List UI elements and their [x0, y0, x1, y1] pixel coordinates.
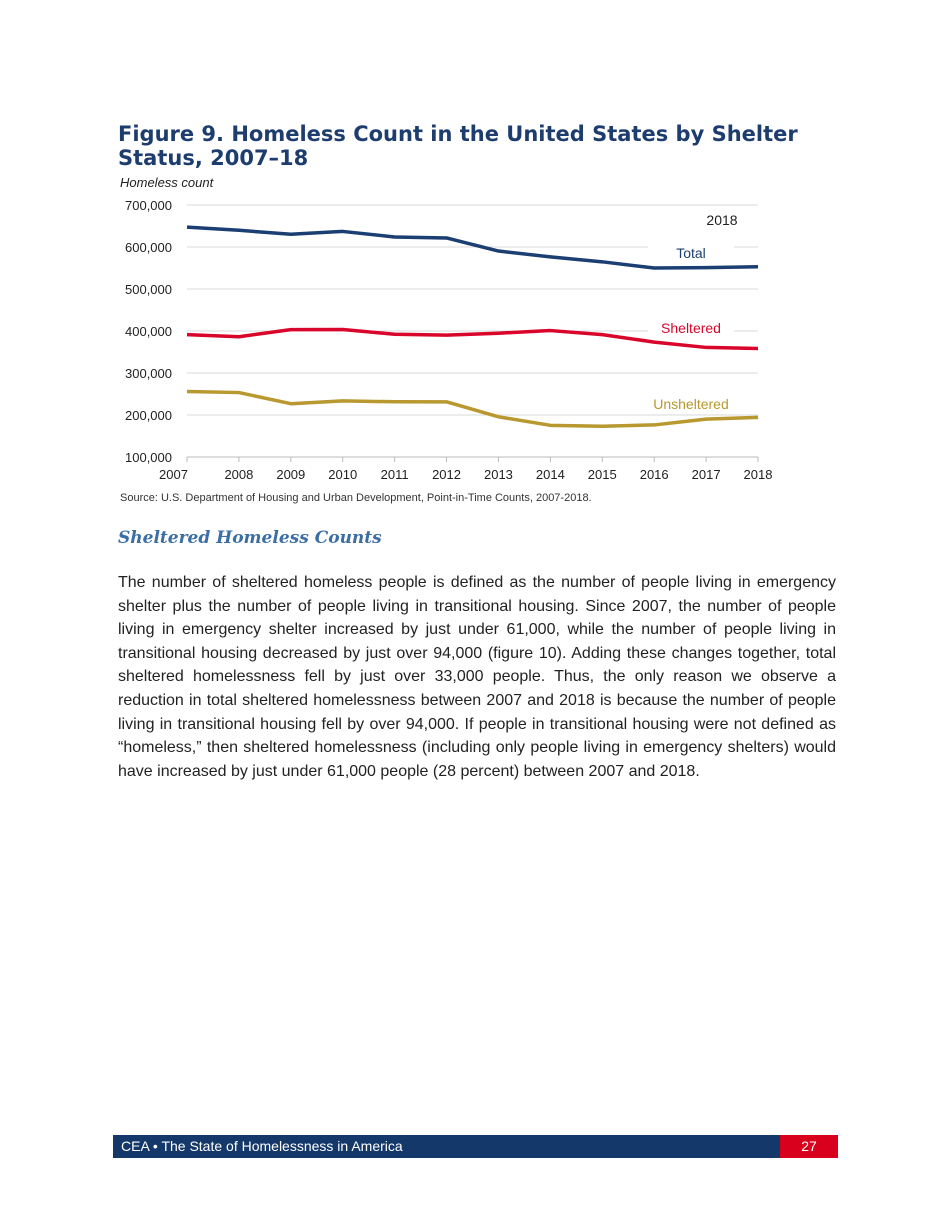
y-tick-label: 100,000 — [125, 450, 172, 465]
year-annotation: 2018 — [706, 212, 737, 228]
series-line-unsheltered — [186, 389, 759, 428]
body-paragraph: The number of sheltered homeless people … — [118, 574, 836, 780]
x-tick-label: 2017 — [692, 467, 721, 482]
figure-source: Source: U.S. Department of Housing and U… — [120, 492, 592, 504]
series-label-total: Total — [676, 245, 706, 261]
y-axis-label: Homeless count — [120, 175, 215, 190]
x-tick-label: 2007 — [159, 467, 188, 482]
figure-title: Figure 9. Homeless Count in the United S… — [118, 122, 798, 170]
section-heading: Sheltered Homeless Counts — [118, 528, 382, 548]
series-label-background — [648, 394, 734, 413]
y-tick-label: 200,000 — [125, 408, 172, 423]
y-tick-label: 700,000 — [125, 198, 172, 213]
series-label-unsheltered: Unsheltered — [653, 396, 729, 412]
y-tick-label: 400,000 — [125, 324, 172, 339]
footer-text: CEA • The State of Homelessness in Ameri… — [121, 1138, 403, 1154]
x-tick-label: 2008 — [224, 467, 253, 482]
y-tick-label: 500,000 — [125, 282, 172, 297]
series-label-sheltered: Sheltered — [661, 320, 721, 336]
y-tick-label: 600,000 — [125, 240, 172, 255]
x-tick-label: 2013 — [484, 467, 513, 482]
series-label-background — [648, 243, 734, 262]
line-chart: Homeless count 100,000 200,000 300,000 400,0… — [120, 175, 773, 482]
x-tick-label: 2012 — [432, 467, 461, 482]
page-number: 27 — [780, 1135, 838, 1158]
x-tick-label: 2009 — [276, 467, 305, 482]
x-tick-label: 2014 — [536, 467, 565, 482]
y-tick-label: 300,000 — [125, 366, 172, 381]
x-tick-label: 2010 — [328, 467, 357, 482]
x-tick-label: 2016 — [640, 467, 669, 482]
page-footer: CEA • The State of Homelessness in Ameri… — [113, 1135, 838, 1158]
series-line-total — [186, 225, 759, 270]
series-label-background — [648, 318, 734, 337]
x-tick-label: 2018 — [744, 467, 773, 482]
x-tick-label: 2015 — [588, 467, 617, 482]
x-tick-label: 2011 — [381, 467, 409, 482]
series-line-sheltered — [186, 327, 759, 351]
